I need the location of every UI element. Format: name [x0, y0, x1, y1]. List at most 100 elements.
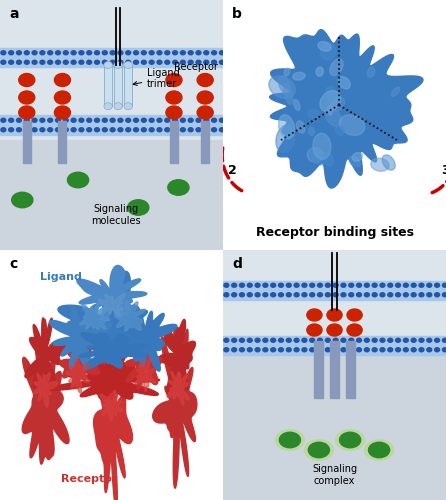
Ellipse shape — [333, 283, 338, 287]
Ellipse shape — [165, 51, 170, 54]
Ellipse shape — [372, 348, 377, 352]
Ellipse shape — [296, 121, 305, 133]
Text: Receptor: Receptor — [174, 62, 218, 72]
Bar — [58, 121, 66, 162]
Ellipse shape — [219, 118, 224, 122]
Polygon shape — [79, 333, 149, 370]
Ellipse shape — [419, 283, 424, 287]
Ellipse shape — [247, 338, 252, 342]
Ellipse shape — [224, 283, 229, 287]
Ellipse shape — [372, 292, 377, 296]
Ellipse shape — [332, 98, 344, 111]
Bar — [0, 140, 223, 250]
Ellipse shape — [232, 348, 236, 352]
Ellipse shape — [338, 76, 351, 89]
Ellipse shape — [9, 128, 13, 132]
Ellipse shape — [442, 292, 446, 296]
Ellipse shape — [294, 292, 299, 296]
Ellipse shape — [339, 432, 361, 448]
Ellipse shape — [110, 128, 115, 132]
Ellipse shape — [364, 348, 369, 352]
Ellipse shape — [333, 338, 338, 342]
Polygon shape — [114, 301, 145, 331]
Ellipse shape — [309, 148, 325, 165]
Ellipse shape — [326, 292, 330, 296]
Polygon shape — [50, 304, 112, 368]
Ellipse shape — [63, 60, 68, 64]
Text: c: c — [9, 258, 17, 272]
Polygon shape — [270, 30, 423, 188]
Ellipse shape — [114, 62, 122, 68]
Ellipse shape — [165, 128, 170, 132]
Bar — [314, 341, 323, 398]
Ellipse shape — [168, 180, 189, 195]
Text: Ligand
trimer: Ligand trimer — [133, 68, 180, 89]
Ellipse shape — [87, 128, 92, 132]
Ellipse shape — [357, 283, 361, 287]
Ellipse shape — [188, 118, 193, 122]
Bar — [0, 48, 223, 58]
Ellipse shape — [118, 60, 123, 64]
Ellipse shape — [141, 118, 146, 122]
Ellipse shape — [95, 128, 99, 132]
Ellipse shape — [368, 442, 390, 458]
Ellipse shape — [188, 60, 193, 64]
Polygon shape — [80, 304, 110, 330]
Ellipse shape — [157, 51, 162, 54]
Ellipse shape — [382, 155, 395, 170]
Bar — [124, 65, 132, 106]
Ellipse shape — [212, 51, 217, 54]
Ellipse shape — [9, 51, 13, 54]
Ellipse shape — [349, 292, 354, 296]
Text: Ligand: Ligand — [40, 272, 82, 282]
Ellipse shape — [219, 60, 224, 64]
Ellipse shape — [180, 118, 186, 122]
Polygon shape — [60, 332, 99, 388]
Ellipse shape — [284, 68, 290, 76]
Ellipse shape — [71, 60, 76, 64]
Ellipse shape — [157, 60, 162, 64]
Ellipse shape — [328, 90, 340, 106]
Ellipse shape — [333, 348, 338, 352]
Ellipse shape — [349, 348, 354, 352]
Ellipse shape — [212, 118, 217, 122]
Ellipse shape — [404, 283, 409, 287]
Ellipse shape — [339, 115, 365, 136]
Ellipse shape — [1, 60, 6, 64]
Ellipse shape — [19, 91, 35, 104]
Ellipse shape — [157, 128, 162, 132]
Ellipse shape — [1, 118, 6, 122]
Ellipse shape — [149, 51, 154, 54]
Ellipse shape — [48, 60, 53, 64]
Bar — [223, 290, 446, 300]
Ellipse shape — [118, 128, 123, 132]
Ellipse shape — [114, 103, 122, 110]
Ellipse shape — [141, 51, 146, 54]
Bar — [223, 280, 446, 290]
Ellipse shape — [196, 128, 201, 132]
Ellipse shape — [188, 128, 193, 132]
Ellipse shape — [32, 128, 37, 132]
Ellipse shape — [124, 103, 132, 110]
Bar — [346, 341, 355, 398]
Ellipse shape — [240, 283, 244, 287]
Ellipse shape — [278, 115, 294, 138]
Ellipse shape — [79, 128, 84, 132]
Ellipse shape — [330, 59, 343, 76]
Ellipse shape — [327, 324, 342, 336]
Text: b: b — [232, 8, 242, 22]
Ellipse shape — [165, 118, 170, 122]
Ellipse shape — [269, 76, 295, 98]
Ellipse shape — [275, 430, 304, 450]
Bar — [223, 336, 446, 345]
Ellipse shape — [404, 292, 409, 296]
Polygon shape — [34, 372, 57, 407]
Ellipse shape — [388, 283, 392, 287]
Ellipse shape — [318, 348, 322, 352]
Polygon shape — [58, 272, 149, 364]
Polygon shape — [94, 337, 132, 500]
Ellipse shape — [71, 51, 76, 54]
Ellipse shape — [196, 51, 201, 54]
Ellipse shape — [318, 283, 322, 287]
Ellipse shape — [310, 348, 315, 352]
